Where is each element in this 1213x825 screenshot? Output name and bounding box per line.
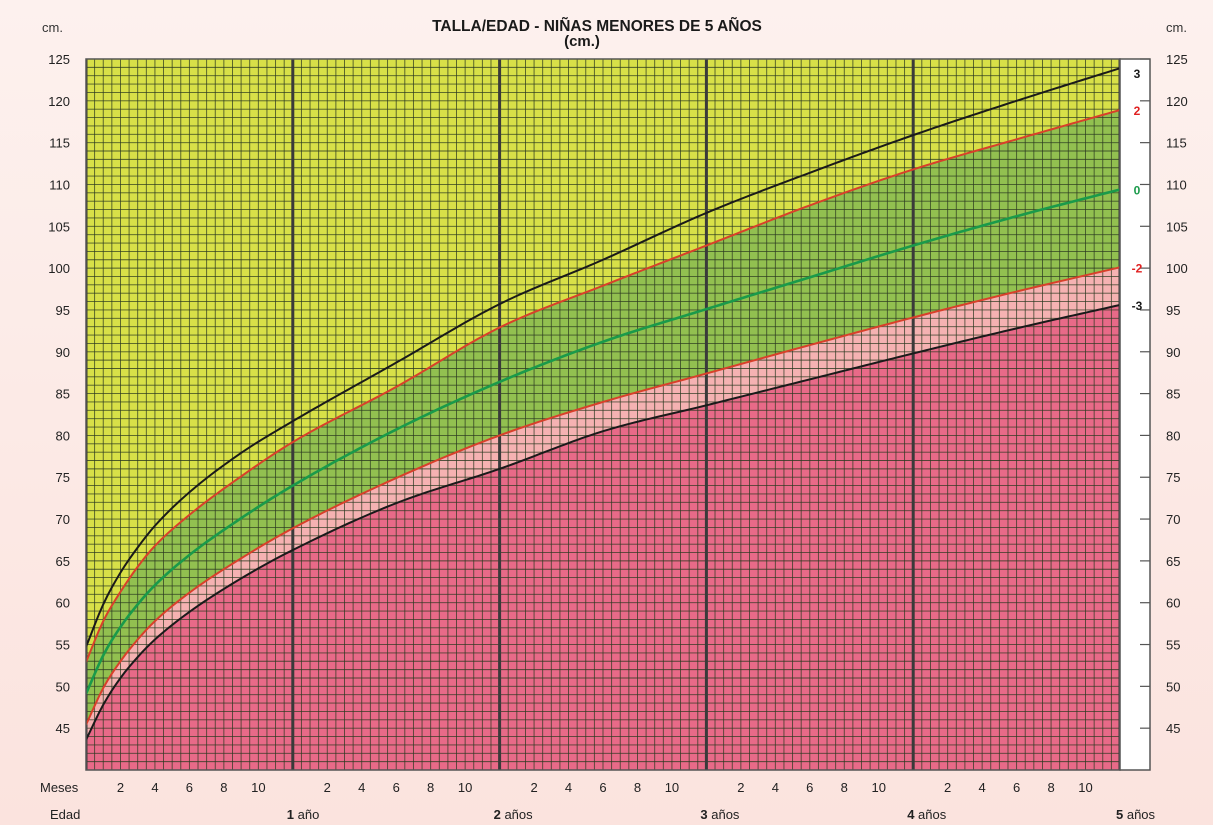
sd-curves [86, 67, 1120, 741]
y-tick-label-right: 65 [1166, 554, 1180, 569]
y-tick-label-left: 95 [56, 303, 70, 318]
month-tick-label: 10 [458, 780, 472, 795]
month-tick-label: 2 [944, 780, 951, 795]
month-tick-label: 6 [186, 780, 193, 795]
month-tick-label: 8 [220, 780, 227, 795]
y-tick-label-right: 75 [1166, 470, 1180, 485]
month-tick-label: 6 [393, 780, 400, 795]
y-tick-label-left: 120 [48, 94, 70, 109]
right-scale-box [1119, 58, 1151, 771]
y-tick-label-left: 80 [56, 428, 70, 443]
y-tick-label-left: 60 [56, 596, 70, 611]
month-tick-label: 4 [772, 780, 779, 795]
y-tick-label-right: 80 [1166, 428, 1180, 443]
month-tick-label: 2 [530, 780, 537, 795]
y-tick-label-right: 105 [1166, 219, 1188, 234]
y-tick-label-right: 115 [1166, 136, 1187, 151]
chart-subtitle: (cm.) [564, 33, 600, 50]
year-label: 4 años [907, 807, 947, 822]
month-tick-label: 10 [871, 780, 885, 795]
month-tick-label: 8 [841, 780, 848, 795]
y-tick-label-right: 85 [1166, 387, 1180, 402]
curve-sd-0 [86, 188, 1120, 695]
y-tick-label-right: 125 [1166, 52, 1188, 67]
y-tick-label-left: 105 [48, 219, 70, 234]
year-label: 3 años [700, 807, 740, 822]
y-tick-label-left: 75 [56, 470, 70, 485]
y-tick-label-right: 55 [1166, 638, 1180, 653]
curve-sd-3 [86, 67, 1120, 648]
sd-label-3: 3 [1134, 67, 1141, 81]
month-tick-label: 8 [634, 780, 641, 795]
plot-frame [85, 58, 1151, 771]
y-tick-label-right: 45 [1166, 721, 1180, 736]
y-tick-label-left: 70 [56, 512, 70, 527]
y-tick-label-left: 55 [56, 638, 70, 653]
y-tick-label-right: 50 [1166, 679, 1180, 694]
y-tick-label-right: 60 [1166, 596, 1180, 611]
month-tick-label: 10 [251, 780, 265, 795]
year-label: 2 años [494, 807, 534, 822]
sd-label--2: -2 [1132, 261, 1143, 275]
right-unit-label: cm. [1166, 20, 1187, 35]
y-tick-label-left: 90 [56, 345, 70, 360]
left-unit-label: cm. [42, 20, 63, 35]
y-tick-label-left: 85 [56, 387, 70, 402]
month-tick-label: 4 [565, 780, 572, 795]
y-tick-label-right: 95 [1166, 303, 1180, 318]
month-tick-label: 4 [358, 780, 365, 795]
month-tick-label: 10 [665, 780, 679, 795]
months-row-label: Meses [40, 780, 79, 795]
year-label: 1 año [287, 807, 320, 822]
y-tick-label-right: 100 [1166, 261, 1188, 276]
y-tick-label-right: 70 [1166, 512, 1180, 527]
month-tick-label: 4 [151, 780, 158, 795]
y-tick-label-right: 120 [1166, 94, 1188, 109]
curve-sd--3 [86, 303, 1120, 741]
month-tick-label: 2 [324, 780, 331, 795]
month-tick-label: 6 [599, 780, 606, 795]
curve-sd-2 [86, 109, 1120, 663]
y-tick-label-right: 110 [1166, 177, 1187, 192]
month-tick-label: 8 [427, 780, 434, 795]
month-tick-label: 4 [979, 780, 986, 795]
curve-sd--2 [86, 266, 1120, 726]
y-tick-label-right: 90 [1166, 345, 1180, 360]
y-tick-label-left: 100 [48, 261, 70, 276]
age-row-label: Edad [50, 807, 80, 822]
month-tick-label: 6 [806, 780, 813, 795]
sd-label--3: -3 [1132, 299, 1143, 313]
month-tick-label: 10 [1078, 780, 1092, 795]
sd-label-0: 0 [1134, 183, 1141, 197]
sd-label-2: 2 [1134, 104, 1141, 118]
year-label: 5 años [1116, 807, 1156, 822]
y-tick-label-left: 110 [49, 177, 70, 192]
grid [86, 59, 1120, 770]
month-tick-label: 2 [117, 780, 124, 795]
month-tick-label: 8 [1047, 780, 1054, 795]
y-tick-label-left: 65 [56, 554, 70, 569]
month-tick-label: 6 [1013, 780, 1020, 795]
y-tick-label-left: 115 [49, 136, 70, 151]
y-tick-label-left: 125 [48, 52, 70, 67]
month-tick-label: 2 [737, 780, 744, 795]
y-tick-label-left: 45 [56, 721, 70, 736]
y-tick-label-left: 50 [56, 679, 70, 694]
chart-title: TALLA/EDAD - NIÑAS MENORES DE 5 AÑOS [432, 17, 762, 35]
